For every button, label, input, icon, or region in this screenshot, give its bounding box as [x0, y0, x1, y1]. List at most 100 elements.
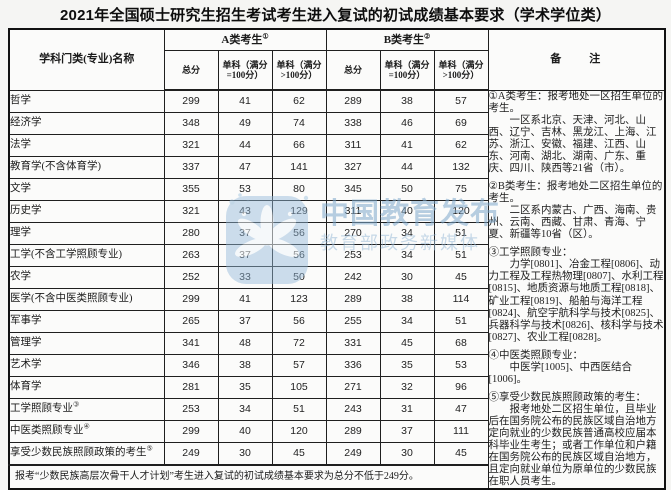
score-b-single100: 44 [379, 155, 435, 179]
score-a-singleover100: 123 [271, 287, 327, 311]
score-a-single100: 53 [217, 177, 273, 201]
col-header-b-single100: 单科（满分=100分） [379, 50, 435, 91]
score-a-singleover100: 80 [271, 177, 327, 201]
score-b-total: 253 [325, 243, 381, 267]
score-b-single100: 30 [379, 265, 435, 289]
score-a-singleover100: 50 [271, 265, 327, 289]
note-b-def: ②B类考生：报考地处二区招生单位的考生。 [488, 180, 663, 204]
score-a-singleover100: 62 [271, 89, 327, 113]
score-a-singleover100: 141 [271, 155, 327, 179]
score-b-single100: 34 [379, 243, 435, 267]
score-a-single100: 37 [217, 243, 273, 267]
col-header-a-singleover100: 单科（满分>100分） [271, 50, 327, 91]
score-b-singleover100: 75 [433, 177, 489, 201]
score-a-total: 281 [163, 375, 219, 399]
score-b-single100: 37 [379, 419, 435, 444]
note-eng-care-list: 力学[0801]、冶金工程[0806]、动力工程及工程热物理[0807]、水利工… [488, 259, 664, 343]
score-b-singleover100: 51 [433, 309, 489, 333]
table-row: 经济学 348 49 74 338 46 69 [8, 111, 665, 135]
note-tcm-care-list: 中医学[1005]、中西医结合[1006]。 [488, 361, 632, 385]
score-a-single100: 33 [217, 265, 273, 289]
score-a-total: 249 [163, 441, 219, 466]
score-a-total: 253 [163, 397, 219, 421]
score-a-total: 348 [163, 111, 219, 135]
subject-name: 中医类照顾专业④ [8, 419, 165, 444]
table-row: 军事学 265 37 56 255 34 51 [8, 309, 665, 333]
score-b-single100: 38 [379, 89, 435, 113]
col-header-group-a: A类考生① [163, 28, 327, 51]
score-b-singleover100: 96 [433, 375, 489, 399]
score-b-singleover100: 51 [433, 243, 489, 267]
score-b-single100: 30 [379, 441, 435, 466]
col-header-b-singleover100: 单科（满分>100分） [433, 50, 489, 91]
subject-name: 体育学 [8, 375, 165, 399]
score-b-total: 243 [325, 397, 381, 421]
score-b-total: 327 [325, 155, 381, 179]
note-b-regions: 二区系内蒙古、广西、海南、贵州、云南、西藏、甘肃、青海、宁夏、新疆等10省（区）… [488, 205, 657, 241]
score-b-total: 331 [325, 331, 381, 355]
score-a-total: 252 [163, 265, 219, 289]
col-header-group-b: B类考生② [325, 28, 489, 51]
score-a-total: 355 [163, 177, 219, 201]
table-row: 管理学 341 48 72 331 45 68 [8, 331, 665, 355]
score-a-singleover100: 120 [271, 419, 327, 444]
document-page: 2021年全国硕士研究生招生考试考生进入复试的初试成绩基本要求（学术学位类） 学… [8, 7, 666, 490]
subject-name: 管理学 [8, 331, 165, 355]
subject-name: 享受少数民族照顾政策的考生⑤ [8, 441, 165, 466]
score-a-single100: 40 [217, 419, 273, 444]
score-b-total: 271 [325, 375, 381, 399]
score-a-singleover100: 72 [271, 331, 327, 355]
score-b-singleover100: 132 [433, 155, 489, 179]
score-a-total: 337 [163, 155, 219, 179]
score-a-singleover100: 56 [271, 309, 327, 333]
score-b-single100: 34 [379, 309, 435, 333]
note-a-regions: 一区系北京、天津、河北、山西、辽宁、吉林、黑龙江、上海、江苏、浙江、安徽、福建、… [488, 114, 657, 174]
footnote-marker: ① [262, 32, 269, 41]
note-tcm-care-title: ④中医类照顾专业： [488, 349, 583, 361]
score-a-total: 299 [163, 89, 219, 113]
score-a-total: 299 [163, 419, 219, 444]
score-a-single100: 30 [217, 441, 273, 466]
footnote-marker: ④ [83, 422, 90, 431]
note-minority-title: ⑤享受少数民族照顾政策的考生： [488, 391, 646, 403]
score-b-total: 242 [325, 265, 381, 289]
notes-cell: ①A类考生：报考地处一区招生单位的考生。 一区系北京、天津、河北、山西、辽宁、吉… [487, 89, 666, 490]
score-b-total: 289 [325, 287, 381, 311]
table-row: 医学(不含中医类照顾专业) 299 41 123 289 38 114 [8, 287, 665, 311]
table-row: 体育学 281 35 105 271 32 96 [8, 375, 665, 399]
col-header-notes: 备 注 [487, 28, 666, 91]
score-b-single100: 31 [379, 397, 435, 421]
score-a-single100: 48 [217, 331, 273, 355]
score-a-single100: 37 [217, 309, 273, 333]
subject-name: 经济学 [8, 111, 165, 135]
score-b-singleover100: 62 [433, 133, 489, 157]
score-b-single100: 34 [379, 221, 435, 245]
score-a-total: 346 [163, 353, 219, 377]
subject-name: 文学 [8, 177, 165, 201]
score-b-total: 289 [325, 419, 381, 444]
score-a-singleover100: 74 [271, 111, 327, 135]
score-b-total: 255 [325, 309, 381, 333]
note-minority-body: 报考地处二区招生单位，且毕业后在国务院公布的民族区域自治地方定向就业的少数民族普… [488, 404, 657, 488]
table-row: 农学 252 33 50 242 30 45 [8, 265, 665, 289]
subject-name: 农学 [8, 265, 165, 289]
footnote-marker: ③ [73, 400, 80, 409]
score-b-singleover100: 45 [433, 265, 489, 289]
score-b-total: 345 [325, 177, 381, 201]
score-a-singleover100: 56 [271, 221, 327, 245]
header-row-subcols: 总分 单科（满分=100分） 单科（满分>100分） 总分 单科（满分=100分… [9, 50, 665, 91]
score-b-total: 311 [325, 133, 381, 157]
score-a-total: 321 [163, 199, 219, 223]
score-a-single100: 34 [217, 397, 273, 421]
score-b-singleover100: 69 [433, 111, 489, 135]
score-b-singleover100: 57 [433, 89, 489, 113]
note-eng-care-title: ③工学照顾专业： [488, 247, 573, 259]
score-a-single100: 49 [217, 111, 273, 135]
subject-name: 教育学(不含体育学) [8, 155, 165, 179]
score-a-single100: 41 [217, 89, 273, 113]
score-b-singleover100: 68 [433, 331, 489, 355]
score-a-singleover100: 56 [271, 243, 327, 267]
score-b-singleover100: 51 [433, 221, 489, 245]
score-b-single100: 35 [379, 353, 435, 377]
score-a-single100: 35 [217, 375, 273, 399]
